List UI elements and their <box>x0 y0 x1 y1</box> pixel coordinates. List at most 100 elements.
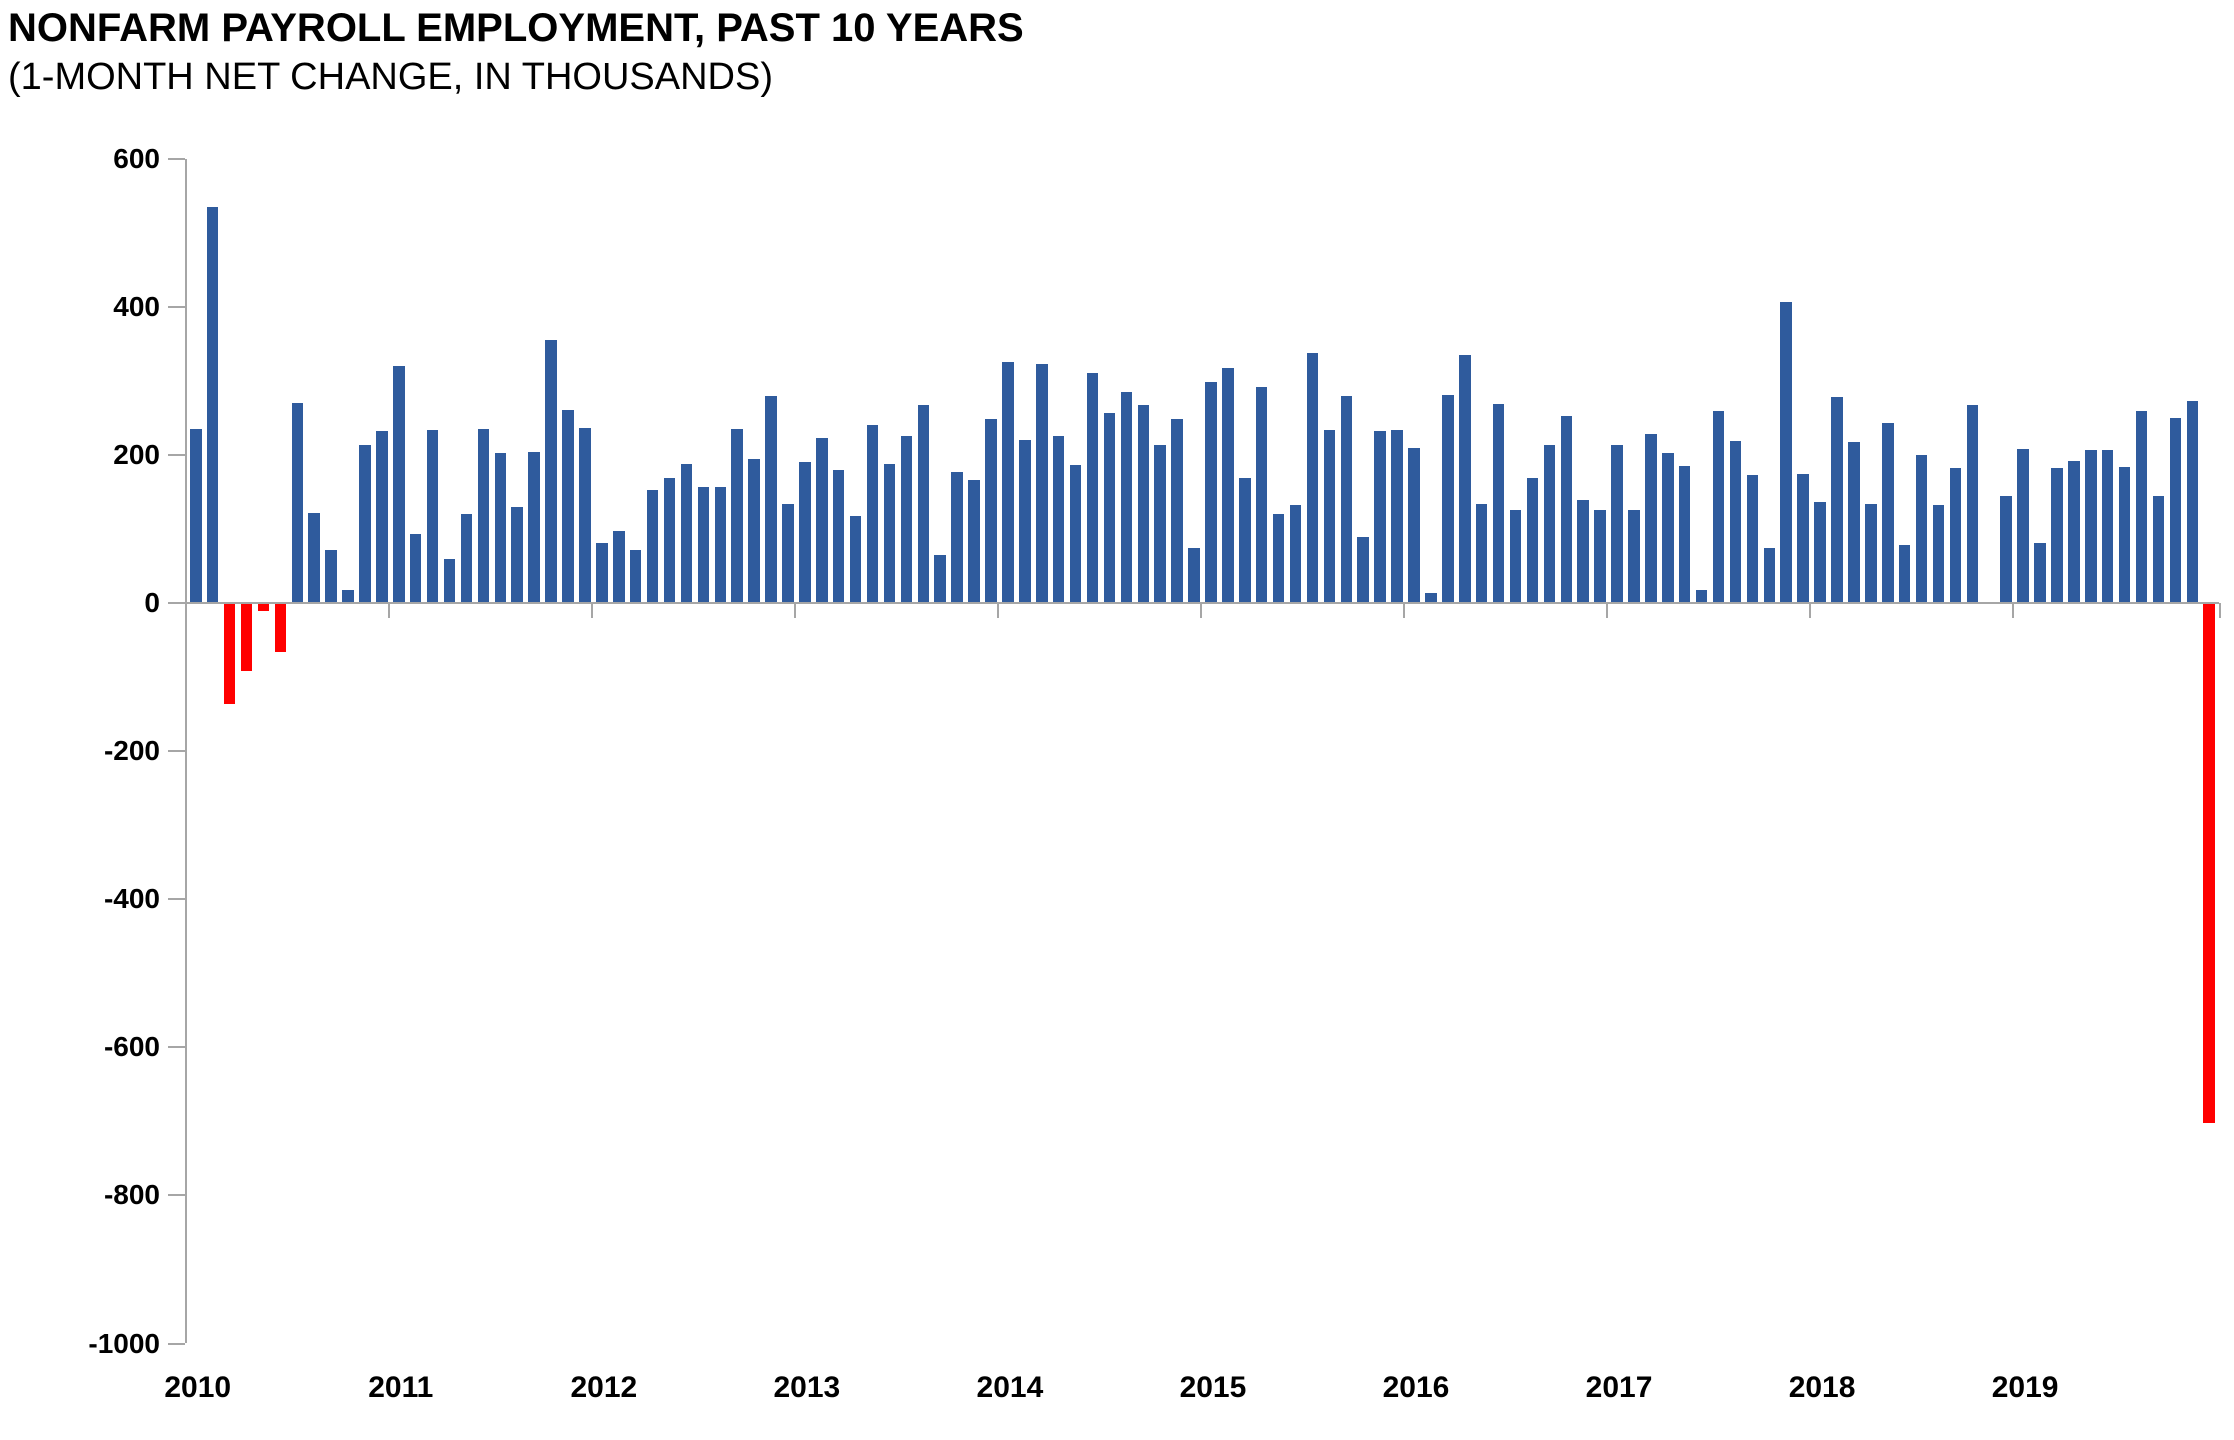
chart-subtitle: (1-MONTH NET CHANGE, IN THOUSANDS) <box>8 56 773 98</box>
bar-nov-2016 <box>1526 477 1539 603</box>
bar-nov-2011 <box>511 506 523 603</box>
bar-nov-2017 <box>1729 440 1742 603</box>
bar-nov-2019 <box>2135 411 2148 603</box>
x-axis-zero-line <box>185 602 2220 604</box>
x-axis-year-label: 2016 <box>1382 1371 1450 1404</box>
bar-may-2012 <box>613 531 625 603</box>
bar-dec-2010 <box>325 549 337 603</box>
bar-dec-2019 <box>2152 495 2165 603</box>
bar-jun-2013 <box>832 469 845 603</box>
bar-sep-2019 <box>2101 449 2114 603</box>
bar-aug-2010 <box>257 604 270 612</box>
bar-jul-2013 <box>849 516 862 603</box>
bar-mar-2011 <box>376 431 388 603</box>
bar-mar-2014 <box>985 418 997 603</box>
bar-feb-2015 <box>1171 419 1183 603</box>
x-axis-year-tick <box>1403 603 1406 618</box>
bar-jul-2016 <box>1459 354 1471 603</box>
bar-feb-2014 <box>968 480 980 603</box>
bar-apr-2013 <box>799 461 811 603</box>
bar-sep-2012 <box>680 463 693 603</box>
bar-aug-2017 <box>1678 466 1691 603</box>
bar-may-2011 <box>409 534 422 603</box>
y-axis-tick-label: 400 <box>113 290 160 322</box>
bar-dec-2012 <box>731 428 743 603</box>
chart-title: NONFARM PAYROLL EMPLOYMENT, PAST 10 YEAR… <box>8 6 1024 50</box>
bar-sep-2014 <box>1086 373 1099 603</box>
bar-nov-2012 <box>714 486 727 603</box>
bar-jul-2017 <box>1662 452 1674 603</box>
bar-feb-2013 <box>765 396 777 603</box>
y-axis-tick <box>168 1194 185 1197</box>
y-axis-tick <box>168 157 185 160</box>
bar-jun-2018 <box>1848 441 1860 603</box>
bar-apr-2010 <box>190 428 202 603</box>
x-axis-year-tick <box>997 603 1000 618</box>
bar-sep-2013 <box>883 463 896 603</box>
bar-apr-2012 <box>596 543 608 603</box>
x-axis-year-label: 2019 <box>1991 1371 2059 1404</box>
x-axis-year-tick <box>794 603 797 618</box>
bar-may-2015 <box>1222 367 1234 603</box>
bar-sep-2010 <box>274 604 287 653</box>
bar-jul-2015 <box>1255 386 1268 603</box>
bar-oct-2010 <box>291 403 304 603</box>
bar-mar-2020 <box>2203 604 2215 1124</box>
bar-jun-2015 <box>1239 477 1251 603</box>
bar-sep-2015 <box>1289 505 1302 603</box>
bar-jan-2015 <box>1154 445 1166 603</box>
bar-apr-2019 <box>2017 448 2029 603</box>
bar-nov-2010 <box>308 513 320 603</box>
bar-jul-2014 <box>1052 435 1065 603</box>
bar-feb-2016 <box>1374 431 1386 603</box>
x-axis-year-label: 2010 <box>164 1371 232 1404</box>
bar-jun-2017 <box>1645 434 1657 603</box>
bar-jul-2010 <box>240 604 253 671</box>
bar-oct-2018 <box>1915 454 1928 603</box>
bar-sep-2016 <box>1492 403 1505 603</box>
bar-mar-2015 <box>1188 548 1200 603</box>
bar-jun-2019 <box>2051 468 2063 603</box>
bar-oct-2013 <box>900 436 913 603</box>
bar-oct-2016 <box>1509 509 1522 603</box>
bar-feb-2018 <box>1780 302 1792 603</box>
bar-jan-2011 <box>342 589 354 603</box>
x-axis-year-tick <box>185 603 187 618</box>
bar-may-2018 <box>1831 397 1843 603</box>
bar-mar-2017 <box>1594 509 1606 603</box>
y-axis-tick-label: 200 <box>113 438 160 470</box>
bar-jul-2018 <box>1865 503 1877 603</box>
bar-jun-2012 <box>629 550 642 603</box>
bar-jan-2017 <box>1560 416 1573 603</box>
x-axis-year-label: 2012 <box>570 1371 638 1404</box>
x-axis-year-label: 2011 <box>368 1371 434 1404</box>
x-axis-year-label: 2014 <box>976 1371 1044 1404</box>
bar-aug-2015 <box>1272 514 1285 603</box>
bar-mar-2019 <box>2000 495 2012 603</box>
bar-dec-2011 <box>528 451 540 603</box>
bar-mar-2013 <box>782 503 794 603</box>
bar-oct-2014 <box>1103 413 1116 603</box>
bar-apr-2011 <box>393 366 405 603</box>
bar-apr-2016 <box>1408 448 1420 603</box>
bar-dec-2015 <box>1340 396 1353 603</box>
bar-aug-2013 <box>866 424 879 603</box>
bar-dec-2014 <box>1137 404 1150 603</box>
bar-may-2010 <box>206 206 219 603</box>
x-axis-year-tick <box>388 603 391 618</box>
bar-may-2013 <box>816 437 828 603</box>
bar-aug-2012 <box>663 477 676 603</box>
bar-jan-2016 <box>1357 537 1369 603</box>
bar-feb-2012 <box>562 409 574 603</box>
x-axis-year-tick <box>1809 603 1812 618</box>
y-axis-tick <box>168 305 185 308</box>
y-axis-tick-label: -200 <box>103 735 160 767</box>
bar-jan-2019 <box>1966 404 1979 603</box>
bar-oct-2012 <box>697 486 710 603</box>
x-axis-year-tick <box>2012 603 2015 618</box>
bar-jan-2020 <box>2169 417 2182 603</box>
bar-mar-2012 <box>579 427 591 603</box>
y-axis-line <box>185 158 187 1344</box>
bar-aug-2014 <box>1069 464 1082 603</box>
